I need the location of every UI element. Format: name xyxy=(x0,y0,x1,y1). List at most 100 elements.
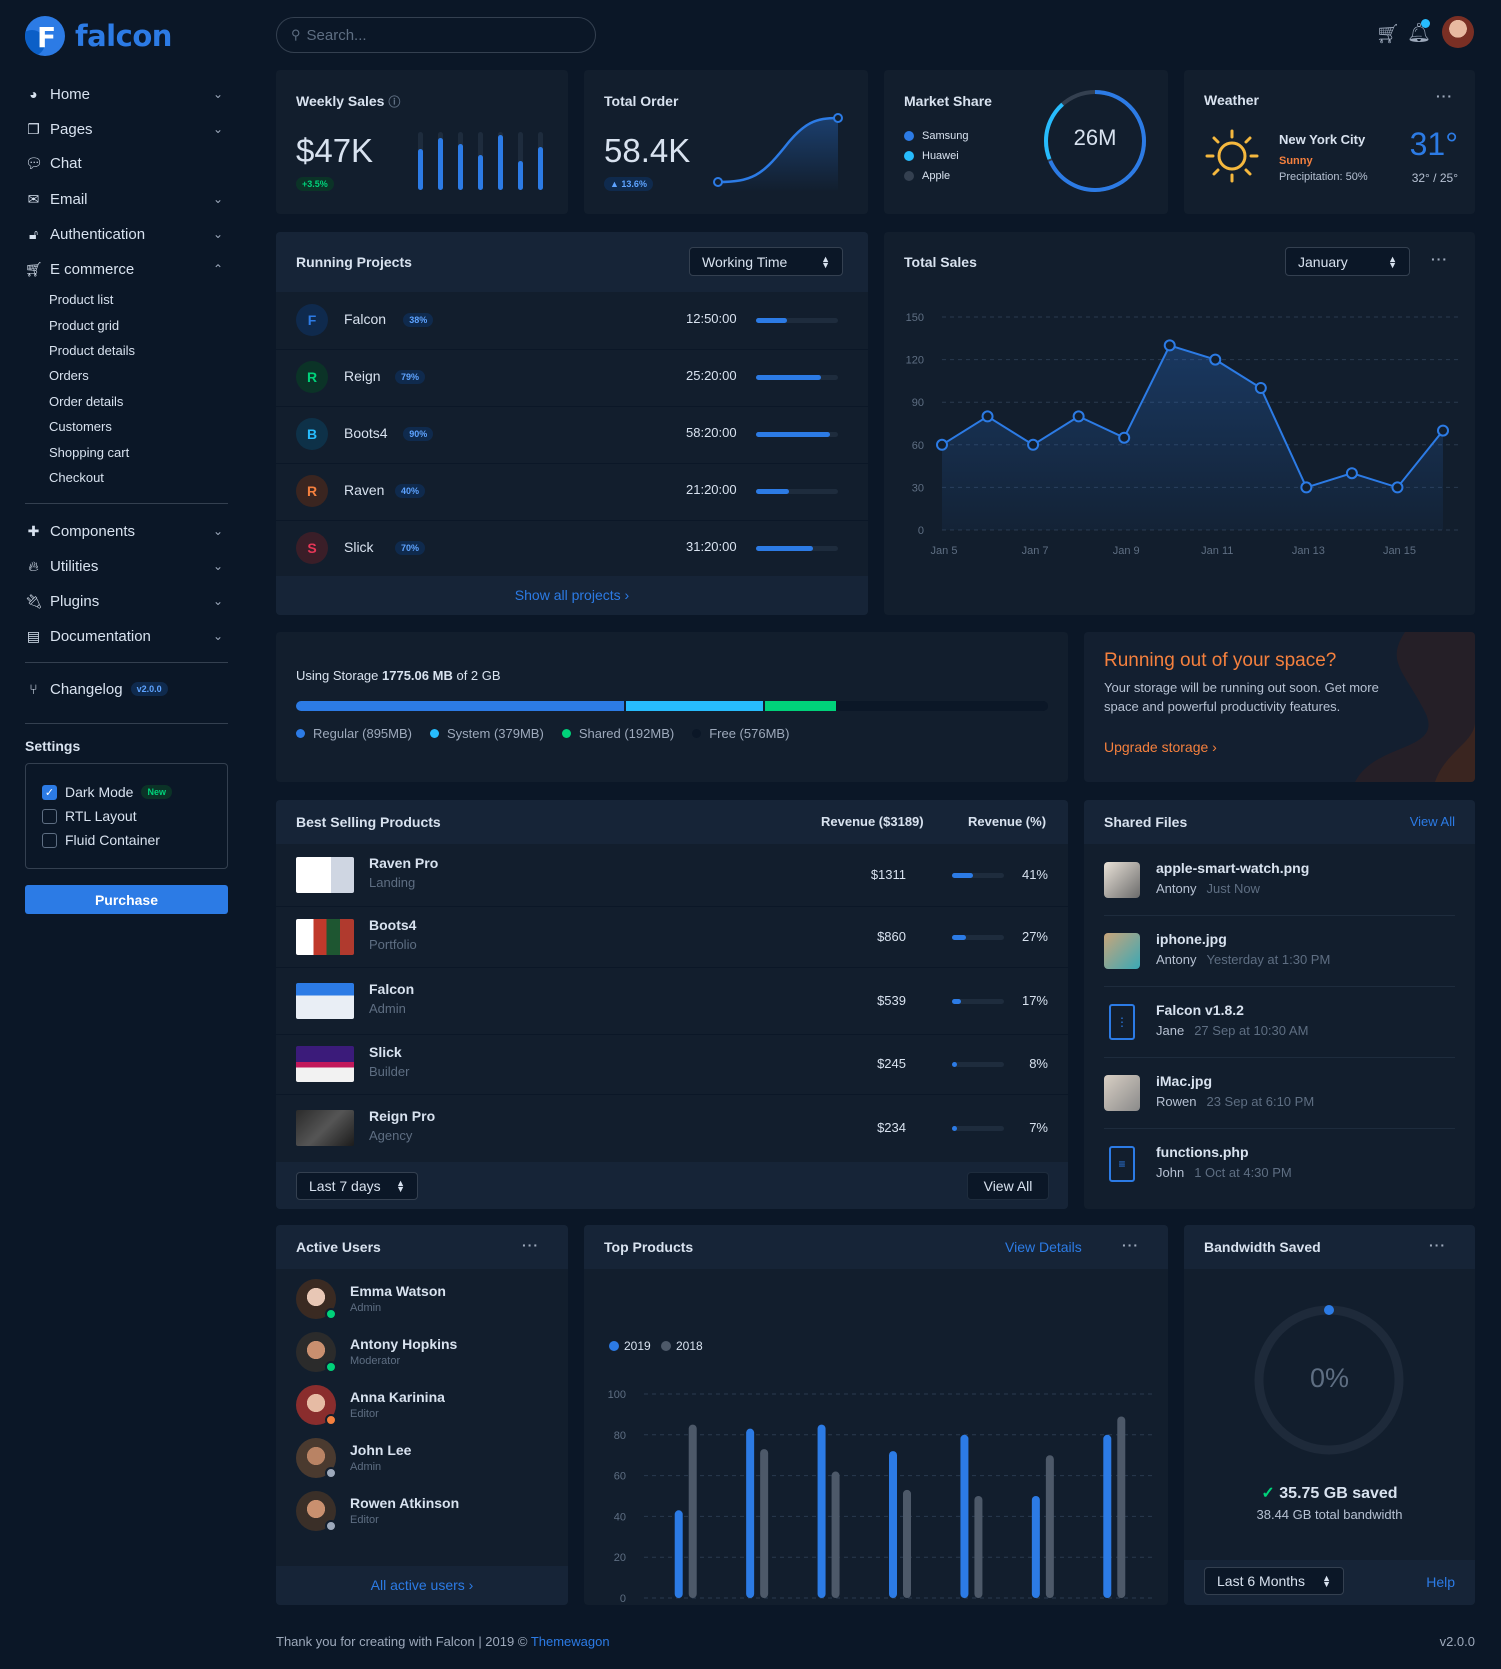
user-row[interactable]: Anna Karinina Editor xyxy=(276,1379,568,1432)
view-all-button[interactable]: View All xyxy=(967,1172,1049,1200)
nav-home[interactable]: ◕ Home ⌄ xyxy=(25,81,225,107)
more-options-icon[interactable]: ··· xyxy=(522,1237,539,1253)
setting-dark-mode[interactable]: ✓ Dark Mode New xyxy=(42,784,172,800)
themewagon-link[interactable]: Themewagon xyxy=(530,1634,610,1649)
user-row[interactable]: Antony Hopkins Moderator xyxy=(276,1326,568,1379)
product-row[interactable]: Falcon Admin $539 17% xyxy=(276,967,1068,1034)
view-details-link[interactable]: View Details xyxy=(1005,1239,1082,1255)
product-row[interactable]: Slick Builder $245 8% xyxy=(276,1034,1068,1094)
bar-2019[interactable] xyxy=(746,1428,755,1598)
month-select[interactable]: January ▲ ▼ xyxy=(1285,247,1410,276)
sales-point[interactable] xyxy=(936,438,948,451)
search-input[interactable]: Search... xyxy=(306,26,367,44)
bar-2019[interactable] xyxy=(1103,1434,1112,1598)
project-row[interactable]: B Boots4 90% 58:20:00 xyxy=(276,406,868,463)
nav-sub-product-grid[interactable]: Product grid xyxy=(49,318,120,333)
sales-point[interactable] xyxy=(1209,353,1222,366)
sales-point[interactable] xyxy=(1163,339,1176,352)
bar-2018[interactable] xyxy=(903,1489,911,1598)
nav-plugins[interactable]: 🔌︎ Plugins ⌄ xyxy=(25,588,225,614)
product-row[interactable]: Raven Pro Landing $1311 41% xyxy=(276,844,1068,906)
brand-logo[interactable]: F falcon xyxy=(25,16,172,56)
nav-documentation[interactable]: ▤ Documentation ⌄ xyxy=(25,623,225,649)
legend-dot xyxy=(561,729,571,738)
nav-sub-customers[interactable]: Customers xyxy=(49,419,112,434)
bar-2019[interactable] xyxy=(1031,1496,1040,1598)
project-row[interactable]: S Slick 70% 31:20:00 xyxy=(276,520,868,577)
nav-ecommerce[interactable]: 🛒︎ E commerce ⌃ xyxy=(25,256,225,282)
file-row[interactable]: iMac.jpg Rowen 23 Sep at 6:10 PM xyxy=(1084,1057,1475,1128)
nav-sub-checkout[interactable]: Checkout xyxy=(49,470,104,485)
bar-2018[interactable] xyxy=(760,1449,769,1598)
upgrade-storage-link[interactable]: Upgrade storage › xyxy=(1104,739,1217,755)
more-options-icon[interactable]: ··· xyxy=(1436,88,1453,104)
bar-2018[interactable] xyxy=(1045,1455,1054,1598)
user-row[interactable]: Rowen Atkinson Editor xyxy=(276,1485,568,1538)
user-avatar[interactable] xyxy=(1442,16,1474,48)
sales-point[interactable] xyxy=(1254,382,1267,394)
project-row[interactable]: F Falcon 38% 12:50:00 xyxy=(276,292,868,349)
project-row[interactable]: R Raven 40% 21:20:00 xyxy=(276,463,868,520)
question-circle-icon[interactable]: ⓘ xyxy=(388,95,401,109)
chevron-down-icon: ⌄ xyxy=(212,227,223,241)
checkbox-checked-icon[interactable]: ✓ xyxy=(42,784,57,800)
nav-components[interactable]: ✚ Components ⌄ xyxy=(25,518,225,544)
sales-point[interactable] xyxy=(1437,424,1449,437)
user-row[interactable]: Emma Watson Admin xyxy=(276,1273,568,1326)
file-row[interactable]: apple-smart-watch.png Antony Just Now xyxy=(1084,844,1475,915)
project-name: Reign xyxy=(344,368,381,384)
setting-fluid-container[interactable]: Fluid Container xyxy=(42,832,160,848)
bar-2019[interactable] xyxy=(960,1434,969,1598)
sales-point[interactable] xyxy=(1345,467,1358,480)
sales-point[interactable] xyxy=(1391,481,1404,494)
view-all-files-link[interactable]: View All xyxy=(1409,814,1455,829)
nav-sub-shopping-cart[interactable]: Shopping cart xyxy=(49,445,130,460)
nav-sub-product-list[interactable]: Product list xyxy=(49,292,114,307)
period-select[interactable]: Last 7 days ▲ ▼ xyxy=(296,1172,418,1200)
purchase-button[interactable]: Purchase xyxy=(25,885,228,914)
sales-point[interactable] xyxy=(1300,481,1313,494)
weekly-sales-bars xyxy=(418,132,548,190)
nav-sub-order-details[interactable]: Order details xyxy=(49,394,124,409)
nav-chat[interactable]: 💬︎ Chat xyxy=(25,150,225,176)
bar-2018[interactable] xyxy=(1117,1416,1126,1598)
help-link[interactable]: Help xyxy=(1426,1574,1455,1590)
bar-2019[interactable] xyxy=(674,1510,683,1598)
nav-utilities[interactable]: 🔥︎ Utilities ⌄ xyxy=(25,553,225,579)
show-all-projects-link[interactable]: Show all projects › xyxy=(514,587,630,603)
bar-2018[interactable] xyxy=(688,1424,697,1598)
sales-point[interactable] xyxy=(981,410,994,423)
sales-point[interactable] xyxy=(1118,431,1131,444)
cart-icon[interactable]: 🛒︎ xyxy=(1376,24,1401,45)
file-row[interactable]: ≡ functions.php John 1 Oct at 4:30 PM xyxy=(1084,1128,1475,1199)
bar-2019[interactable] xyxy=(889,1451,897,1598)
user-row[interactable]: John Lee Admin xyxy=(276,1432,568,1485)
project-row[interactable]: R Reign 79% 25:20:00 xyxy=(276,349,868,406)
nav-changelog[interactable]: ⑂ Changelog v2.0.0 xyxy=(25,676,225,702)
product-row[interactable]: Boots4 Portfolio $860 27% xyxy=(276,906,1068,967)
file-row[interactable]: iphone.jpg Antony Yesterday at 1:30 PM xyxy=(1084,915,1475,986)
more-options-icon[interactable]: ··· xyxy=(1431,251,1448,267)
setting-rtl-layout[interactable]: RTL Layout xyxy=(42,808,137,824)
nav-authentication[interactable]: 🔓︎ Authentication ⌄ xyxy=(25,221,225,247)
sales-point[interactable] xyxy=(1027,438,1040,451)
working-time-select[interactable]: Working Time ▲ ▼ xyxy=(689,247,843,276)
checkbox-unchecked-icon[interactable] xyxy=(42,808,57,824)
bar-2019[interactable] xyxy=(817,1424,826,1598)
search-bar[interactable]: ⚲ Search... xyxy=(276,17,596,53)
nav-email[interactable]: ✉ Email ⌄ xyxy=(25,186,225,212)
all-active-users-link[interactable]: All active users › xyxy=(370,1577,474,1593)
checkbox-unchecked-icon[interactable] xyxy=(42,832,57,848)
more-options-icon[interactable]: ··· xyxy=(1122,1237,1139,1253)
nav-pages[interactable]: ❐ Pages ⌄ xyxy=(25,116,225,142)
bell-icon[interactable]: 🔔︎ xyxy=(1407,23,1432,44)
product-row[interactable]: Reign Pro Agency $234 7% xyxy=(276,1094,1068,1162)
bandwidth-period-select[interactable]: Last 6 Months ▲ ▼ xyxy=(1204,1567,1344,1595)
sales-point[interactable] xyxy=(1072,410,1085,423)
nav-sub-orders[interactable]: Orders xyxy=(49,368,89,383)
nav-sub-product-details[interactable]: Product details xyxy=(49,343,135,358)
file-row[interactable]: ⋮ Falcon v1.8.2 Jane 27 Sep at 10:30 AM xyxy=(1084,986,1475,1057)
bar-2018[interactable] xyxy=(974,1496,983,1598)
bar-2018[interactable] xyxy=(831,1471,840,1598)
more-options-icon[interactable]: ··· xyxy=(1429,1237,1446,1253)
